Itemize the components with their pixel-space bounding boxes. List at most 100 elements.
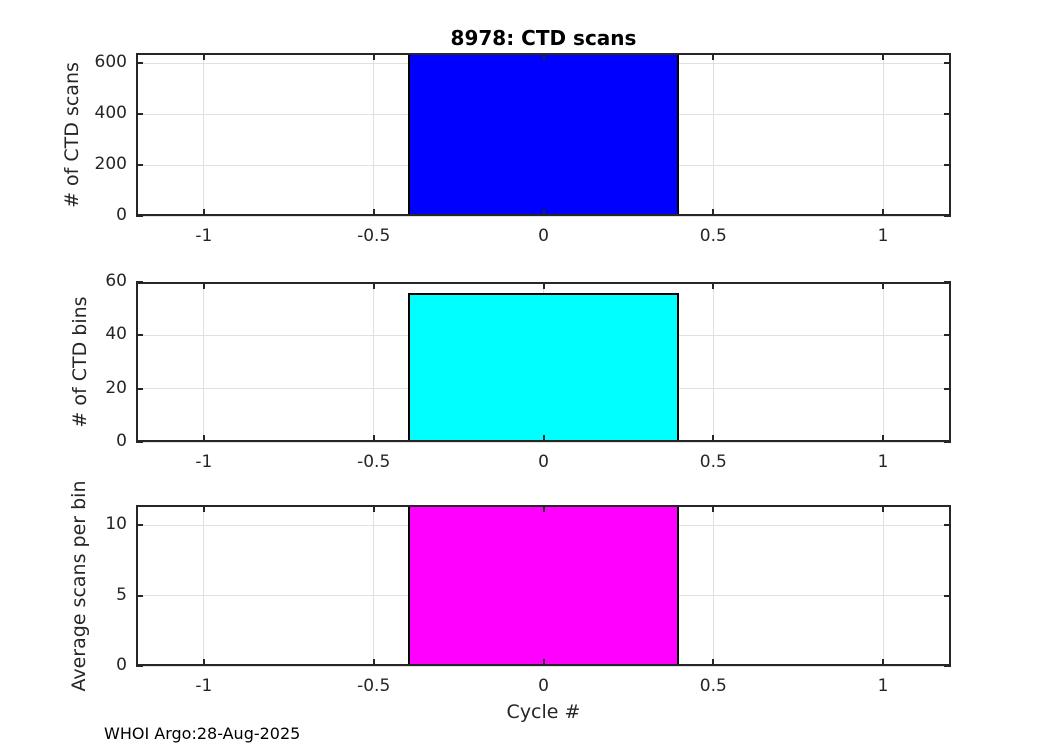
x-gridline <box>203 505 205 666</box>
y-tick-mark <box>944 164 951 167</box>
x-tick-mark <box>712 505 715 512</box>
bar <box>407 505 680 666</box>
y-tick-mark <box>136 334 143 337</box>
y-axis-label: # of CTD scans <box>61 61 83 208</box>
x-tick-label: -0.5 <box>357 226 391 246</box>
x-tick-mark <box>372 209 375 216</box>
footer-watermark: WHOI Argo:28-Aug-2025 <box>104 724 301 743</box>
x-tick-label: 0.5 <box>699 226 727 246</box>
x-tick-mark <box>202 505 205 512</box>
x-tick-label: -0.5 <box>357 452 391 472</box>
y-tick-label: 400 <box>94 103 127 124</box>
x-tick-mark <box>712 209 715 216</box>
y-tick-mark <box>136 281 143 283</box>
chart-ctd-scans: -1 -0.5 0 0.5 1 0 200 400 600 # of CTD scans <box>61 52 951 246</box>
x-tick-mark <box>542 282 545 289</box>
y-tick-mark <box>136 665 143 667</box>
y-tick-mark <box>136 387 143 390</box>
y-tick-label: 10 <box>105 514 127 535</box>
x-tick-mark <box>542 435 545 442</box>
x-tick-mark <box>202 435 205 442</box>
y-tick-mark <box>944 334 951 337</box>
x-tick-mark <box>542 659 545 666</box>
x-tick-label: 1 <box>877 676 889 696</box>
y-tick-mark <box>136 524 143 527</box>
x-tick-mark <box>542 53 545 60</box>
y-tick-label: 0 <box>116 431 127 451</box>
y-tick-mark <box>944 113 951 116</box>
x-tick-label: -1 <box>195 452 213 472</box>
x-gridline <box>203 282 205 442</box>
y-gridline <box>136 665 951 667</box>
x-tick-mark <box>372 435 375 442</box>
y-gridline <box>136 215 951 217</box>
figure-title: 8978: CTD scans <box>450 26 637 50</box>
x-tick-mark <box>712 659 715 666</box>
y-tick-label: 0 <box>116 205 127 225</box>
x-tick-label: -1 <box>195 226 213 246</box>
y-tick-mark <box>944 215 951 217</box>
x-gridline <box>712 505 714 666</box>
y-tick-label: 60 <box>105 271 127 291</box>
x-tick-mark <box>542 505 545 512</box>
x-gridline <box>712 53 714 216</box>
y-tick-mark <box>944 387 951 390</box>
y-tick-label: 600 <box>94 52 127 73</box>
chart-ctd-bins: -1 -0.5 0 0.5 1 0 20 40 60 # of CTD bins <box>69 271 951 472</box>
x-axis-label: Cycle # <box>506 701 581 723</box>
x-tick-mark <box>202 53 205 60</box>
x-tick-mark <box>882 282 885 289</box>
x-tick-mark <box>882 435 885 442</box>
x-tick-mark <box>882 659 885 666</box>
x-tick-label: 0.5 <box>699 676 727 696</box>
x-tick-label: 0 <box>538 226 549 246</box>
x-tick-mark <box>882 53 885 60</box>
x-gridline <box>882 282 884 442</box>
x-gridline <box>882 505 884 666</box>
x-gridline <box>373 53 375 216</box>
x-tick-label: 0 <box>538 676 549 696</box>
y-axis-label: Average scans per bin <box>68 479 90 692</box>
x-tick-mark <box>372 505 375 512</box>
x-gridline <box>373 282 375 442</box>
y-tick-mark <box>944 594 951 597</box>
x-tick-label: -0.5 <box>357 676 391 696</box>
y-tick-mark <box>136 441 143 443</box>
y-tick-label: 20 <box>105 377 127 398</box>
x-tick-label: 1 <box>877 452 889 472</box>
bar <box>407 292 680 442</box>
y-tick-mark <box>136 62 143 65</box>
x-tick-label: 0 <box>538 452 549 472</box>
x-tick-mark <box>712 282 715 289</box>
x-tick-mark <box>882 209 885 216</box>
x-gridline <box>373 505 375 666</box>
x-tick-mark <box>372 282 375 289</box>
x-tick-label: 1 <box>877 226 889 246</box>
y-tick-label: 0 <box>116 655 127 675</box>
x-tick-mark <box>882 505 885 512</box>
y-tick-mark <box>944 524 951 527</box>
bar <box>407 53 680 216</box>
x-tick-label: 0.5 <box>699 452 727 472</box>
y-tick-mark <box>136 215 143 217</box>
x-tick-mark <box>712 435 715 442</box>
x-tick-mark <box>372 53 375 60</box>
y-gridline <box>136 441 951 443</box>
x-gridline <box>882 53 884 216</box>
y-tick-mark <box>136 594 143 597</box>
y-axis-label: # of CTD bins <box>69 296 91 428</box>
y-tick-label: 200 <box>94 154 127 175</box>
x-tick-mark <box>372 659 375 666</box>
y-tick-mark <box>944 62 951 65</box>
y-tick-mark <box>136 113 143 116</box>
x-tick-mark <box>202 209 205 216</box>
chart-avg-scans-per-bin: -1 -0.5 0 0.5 1 0 5 10 Average scans per bin <box>68 480 951 696</box>
y-tick-mark <box>944 665 951 667</box>
y-tick-label: 40 <box>105 324 127 345</box>
y-tick-label: 5 <box>116 584 127 605</box>
x-tick-mark <box>202 282 205 289</box>
x-gridline <box>203 53 205 216</box>
x-tick-mark <box>542 209 545 216</box>
x-tick-mark <box>712 53 715 60</box>
